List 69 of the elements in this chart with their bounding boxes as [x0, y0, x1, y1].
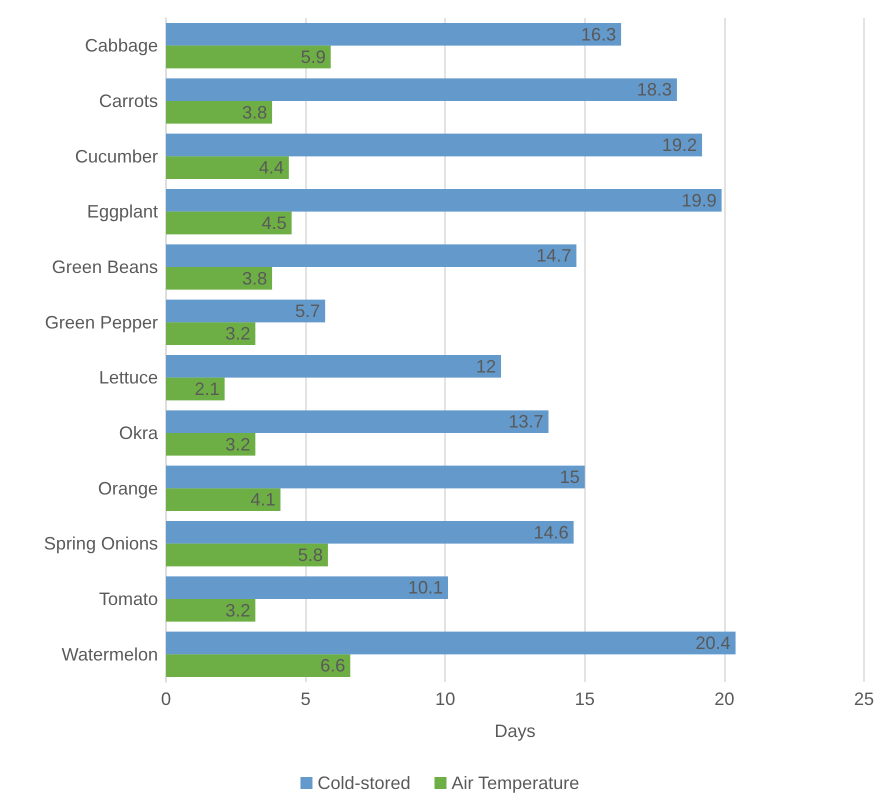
y-tick-label: Watermelon — [62, 644, 158, 664]
bar — [166, 632, 736, 654]
bar — [166, 22, 622, 46]
x-tick-label: 15 — [574, 689, 595, 709]
bar — [166, 378, 225, 400]
data-label: 3.2 — [225, 434, 250, 454]
data-label: 5.8 — [298, 545, 323, 566]
legend-label: Cold-stored — [317, 773, 410, 793]
data-label: 3.8 — [242, 102, 268, 122]
data-label: 3.2 — [225, 600, 250, 620]
legend-label: Air Temperature — [451, 773, 580, 793]
data-label: 18.3 — [636, 80, 672, 100]
bar — [166, 520, 574, 544]
bar — [166, 354, 502, 378]
data-label: 16.3 — [581, 24, 616, 44]
data-label: 14.7 — [536, 246, 572, 266]
bar — [166, 488, 280, 512]
bar — [166, 188, 722, 212]
data-label: 5.7 — [295, 300, 320, 321]
y-tick-label: Okra — [118, 423, 159, 443]
data-label: 4.1 — [250, 490, 276, 510]
x-tick-label: 5 — [300, 689, 311, 709]
bar — [166, 433, 256, 456]
y-tick-label: Lettuce — [98, 368, 158, 388]
x-axis-title: Days — [494, 721, 536, 741]
data-label: 3.8 — [242, 268, 268, 288]
bar — [166, 544, 328, 566]
x-tick-label: 25 — [854, 689, 874, 709]
bar — [166, 410, 549, 433]
x-tick-label: 0 — [160, 689, 172, 709]
bar — [166, 466, 585, 488]
bar — [166, 78, 677, 101]
bar — [166, 101, 272, 124]
bar — [166, 576, 448, 599]
y-tick-label: Tomato — [98, 589, 158, 609]
data-label: 20.4 — [696, 632, 731, 653]
y-tick-label: Cabbage — [84, 36, 158, 56]
x-tick-label: 20 — [714, 689, 734, 709]
data-label: 3.2 — [225, 324, 250, 344]
data-label: 19.2 — [662, 134, 698, 155]
x-tick-label: 10 — [435, 689, 456, 709]
data-label: 2.1 — [194, 379, 220, 400]
data-label: 6.6 — [320, 656, 346, 676]
data-label: 5.9 — [300, 47, 326, 68]
y-tick-label: Orange — [98, 478, 158, 498]
data-label: 10.1 — [408, 578, 443, 598]
data-label: 12 — [476, 356, 496, 376]
y-tick-label: Green Beans — [52, 257, 158, 277]
y-tick-label: Green Pepper — [44, 312, 158, 332]
data-label: 15 — [560, 466, 580, 487]
bar — [166, 156, 289, 180]
bar — [166, 654, 350, 678]
bar — [166, 212, 292, 234]
bar — [166, 134, 702, 156]
y-tick-label: Eggplant — [86, 202, 158, 222]
data-label: 19.9 — [682, 190, 717, 210]
y-tick-label: Carrots — [98, 91, 158, 111]
data-label: 4.4 — [258, 158, 284, 178]
bar — [166, 599, 256, 622]
data-label: 13.7 — [508, 412, 544, 432]
bar — [166, 300, 326, 322]
bar — [166, 46, 331, 68]
y-tick-label: Spring Onions — [44, 534, 158, 554]
bar — [166, 267, 272, 290]
bar — [166, 244, 576, 267]
y-tick-label: Cucumber — [74, 146, 158, 166]
bar — [166, 322, 256, 346]
data-label: 4.5 — [262, 213, 287, 234]
data-label: 14.6 — [534, 522, 569, 542]
